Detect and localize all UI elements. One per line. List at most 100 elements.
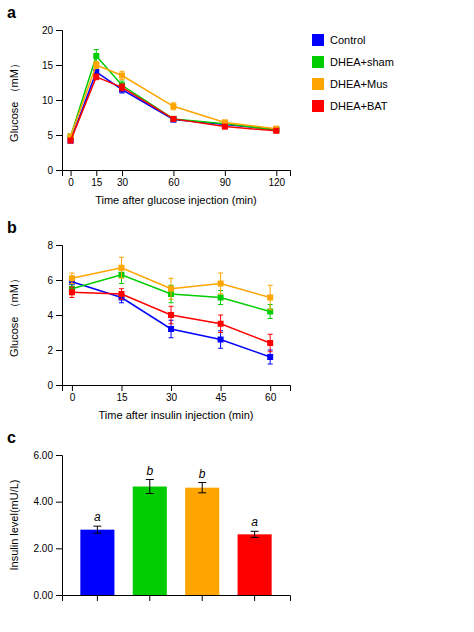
error-bar — [268, 334, 273, 352]
tick: 120 — [268, 170, 285, 188]
tick-label: 120 — [268, 177, 285, 188]
y-axis: 05101520 — [42, 25, 63, 176]
series — [69, 287, 273, 352]
point — [93, 53, 99, 59]
plot-area — [68, 50, 280, 144]
legend-swatch — [312, 56, 324, 68]
y-axis-title: Glucose （mM） — [8, 58, 20, 142]
tick-mark — [56, 502, 62, 503]
annotation: a — [251, 515, 258, 529]
tick-mark — [202, 595, 203, 601]
tick: 0 — [68, 170, 74, 188]
tick: 30 — [166, 385, 178, 403]
point — [118, 291, 124, 297]
tick: 0 — [70, 385, 76, 403]
tick-mark — [171, 385, 172, 391]
tick — [254, 595, 255, 601]
tick-label: 0 — [47, 380, 53, 391]
error-bar — [171, 103, 176, 110]
bar — [80, 530, 114, 595]
tick-mark — [56, 65, 62, 66]
y-axis-title: Insulin level(mU/L) — [8, 479, 20, 570]
y-axis: 02468 — [47, 240, 62, 391]
tick-label: 15 — [91, 177, 103, 188]
error-bar — [94, 62, 99, 69]
point — [170, 116, 176, 122]
legend-swatch — [312, 100, 324, 112]
tick: 0 — [47, 380, 62, 391]
point — [93, 62, 99, 68]
point — [170, 103, 176, 109]
tick-mark — [72, 385, 73, 391]
axis-line — [63, 386, 291, 392]
tick-label: 0.00 — [34, 590, 54, 601]
annotation: b — [199, 467, 206, 481]
error-bar — [218, 331, 223, 349]
series — [69, 257, 273, 310]
x-axis-title: Time after glucose injection (min) — [95, 194, 257, 206]
tick-label: 2.00 — [34, 543, 54, 554]
point — [267, 295, 273, 301]
tick-mark — [254, 595, 255, 601]
tick-mark — [56, 385, 62, 386]
tick-mark — [56, 455, 62, 456]
panel-title: c — [7, 429, 16, 446]
error-bar — [169, 278, 174, 299]
point — [168, 286, 174, 292]
tick-mark — [270, 385, 271, 391]
tick-label: 4 — [47, 310, 53, 321]
point — [93, 74, 99, 80]
point — [69, 289, 75, 295]
point — [267, 354, 273, 360]
point — [273, 127, 279, 133]
tick: 5 — [47, 130, 62, 141]
axis-line — [56, 31, 63, 171]
legend-label: DHEA+sham — [330, 56, 394, 68]
tick-mark — [97, 595, 98, 601]
figure: 01530609012005101520aTime after glucose … — [0, 0, 474, 632]
line — [72, 292, 270, 343]
tick-mark — [276, 170, 277, 176]
tick: 20 — [42, 25, 62, 36]
point — [218, 337, 224, 343]
tick: 6 — [47, 275, 62, 286]
tick: 90 — [220, 170, 232, 188]
tick-mark — [56, 315, 62, 316]
tick: 30 — [117, 170, 129, 188]
tick-mark — [56, 595, 62, 596]
tick: 15 — [42, 60, 62, 71]
point — [170, 117, 176, 123]
tick-label: 60 — [168, 177, 180, 188]
error-bar — [171, 117, 176, 121]
line — [71, 77, 277, 141]
error-bar — [120, 71, 125, 79]
tick: 4 — [47, 310, 62, 321]
error-bar — [222, 125, 227, 129]
error-bar — [119, 257, 124, 278]
tick-mark — [225, 170, 226, 176]
x-axis-title: Time after insulin injection (min) — [99, 409, 254, 421]
tick: 6.00 — [34, 450, 62, 461]
point — [118, 265, 124, 271]
tick: 60 — [265, 385, 277, 403]
tick-mark — [56, 30, 62, 31]
legend: ControlDHEA+shamDHEA+MusDHEA+BAT — [312, 34, 394, 112]
tick-label: 30 — [166, 392, 178, 403]
tick: 2 — [47, 345, 62, 356]
annotation: a — [94, 510, 101, 524]
error-bar — [69, 273, 74, 284]
tick-label: 5 — [47, 130, 53, 141]
error-bar — [69, 287, 74, 298]
error-bar — [120, 81, 125, 89]
point — [267, 340, 273, 346]
tick-label: 4.00 — [34, 496, 54, 507]
axis-line — [63, 171, 291, 177]
error-bar — [218, 273, 223, 294]
tick: 0 — [47, 165, 62, 176]
plot-area — [69, 257, 273, 364]
tick-label: 60 — [265, 392, 277, 403]
error-bar — [120, 84, 125, 91]
tick: 0.00 — [34, 590, 62, 601]
series — [68, 50, 280, 140]
tick-mark — [221, 385, 222, 391]
